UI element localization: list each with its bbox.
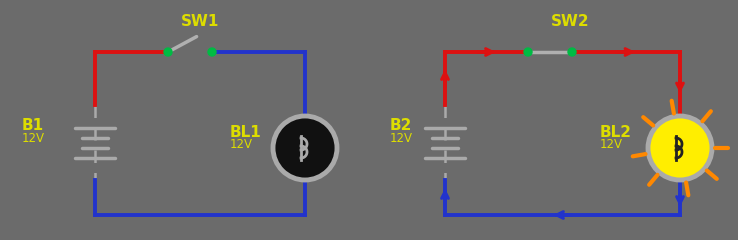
Text: SW2: SW2 [551,14,590,29]
Circle shape [208,48,216,56]
Text: BL1: BL1 [230,125,262,140]
Text: 12V: 12V [22,132,45,145]
Circle shape [524,48,532,56]
Text: 12V: 12V [230,138,253,151]
Text: 12V: 12V [600,138,623,151]
Text: B1: B1 [22,118,44,133]
Text: B2: B2 [390,118,413,133]
Circle shape [648,116,712,180]
Text: SW1: SW1 [181,14,219,29]
Circle shape [164,48,172,56]
Circle shape [568,48,576,56]
Text: 12V: 12V [390,132,413,145]
Circle shape [273,116,337,180]
Text: BL2: BL2 [600,125,632,140]
